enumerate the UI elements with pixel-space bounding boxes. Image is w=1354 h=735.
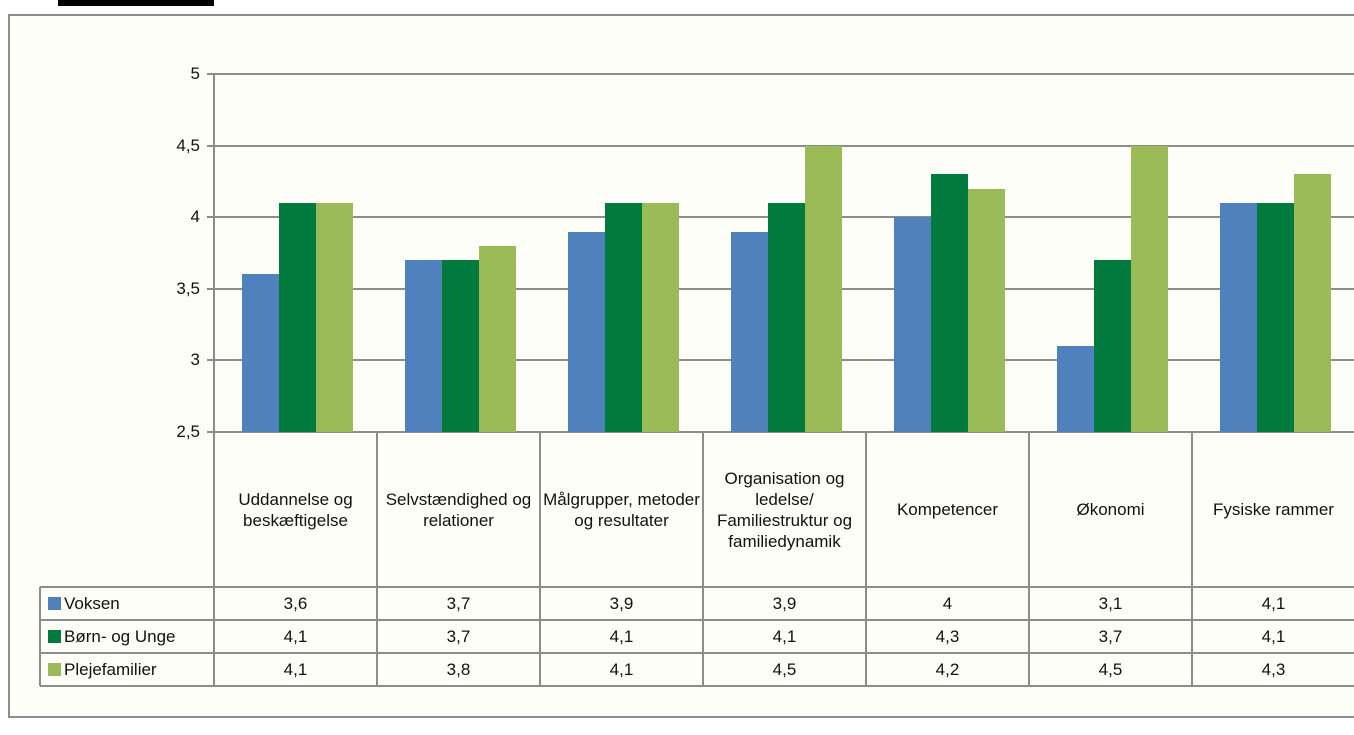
legend-key <box>48 663 61 676</box>
bar <box>1094 260 1131 432</box>
table-value: 4,1 <box>283 627 308 646</box>
tick-mark <box>207 287 214 290</box>
category-label: Selvstændighed og relationer <box>385 489 532 530</box>
tick-mark <box>207 359 214 362</box>
y-axis <box>213 74 215 432</box>
table-line <box>1191 432 1193 686</box>
category-label: Kompetencer <box>896 500 999 519</box>
legend-key <box>48 597 61 610</box>
table-value: 3,9 <box>609 594 634 613</box>
y-tick-label: 4,5 <box>176 135 200 155</box>
table-line <box>865 432 867 686</box>
table-value: 3,7 <box>446 627 471 646</box>
bar <box>479 245 516 432</box>
bar <box>316 202 353 432</box>
grid-line <box>214 431 1354 433</box>
bar <box>1057 346 1094 432</box>
category-label: Målgrupper, metoder og resultater <box>543 489 700 530</box>
tick-mark <box>207 144 214 147</box>
legend-label: Børn- og Unge <box>64 627 176 646</box>
grid-line <box>214 144 1354 147</box>
table-line <box>376 432 378 686</box>
table-value: 3,6 <box>283 594 308 613</box>
bar <box>1220 202 1257 432</box>
table-line <box>539 432 541 686</box>
table-line <box>40 685 214 687</box>
table-value: 4,2 <box>935 660 960 679</box>
y-tick-label: 4 <box>190 207 200 227</box>
table-line <box>40 652 1354 654</box>
y-tick-label: 3,5 <box>176 278 200 298</box>
table-line <box>213 432 215 686</box>
table-value: 4,3 <box>1261 660 1286 679</box>
tick-mark <box>207 431 214 433</box>
bar <box>642 202 679 432</box>
table-value: 4,5 <box>1098 660 1123 679</box>
bar <box>605 202 642 432</box>
table-value: 3,9 <box>772 594 797 613</box>
legend-label: Voksen <box>64 594 120 613</box>
tick-mark <box>207 73 214 75</box>
bar <box>731 231 768 432</box>
table-value: 4,1 <box>609 627 634 646</box>
bar <box>768 202 805 432</box>
category-label: Uddannelse og beskæftigelse <box>238 489 353 530</box>
table-value: 4,5 <box>772 660 797 679</box>
table-value: 4 <box>942 594 953 613</box>
table-value: 3,7 <box>446 594 471 613</box>
table-value: 3,1 <box>1098 594 1123 613</box>
bar <box>1257 202 1294 432</box>
table-line <box>1028 432 1030 686</box>
y-tick-label: 2,5 <box>176 422 200 441</box>
bar <box>442 260 479 432</box>
table-line <box>39 587 41 686</box>
table-line <box>214 685 1354 687</box>
table-value: 4,1 <box>609 660 634 679</box>
y-tick-label: 5 <box>190 64 200 83</box>
bar <box>894 217 931 432</box>
table-line <box>40 619 1354 621</box>
bar <box>931 174 968 432</box>
table-value: 4,1 <box>772 627 797 646</box>
table-value: 3,7 <box>1098 627 1123 646</box>
table-value: 4,3 <box>935 627 960 646</box>
bar <box>568 231 605 432</box>
header-bar <box>58 0 214 6</box>
bar <box>1131 145 1168 432</box>
y-tick-label: 3 <box>190 350 200 370</box>
bar <box>1294 174 1331 432</box>
table-value: 4,1 <box>283 660 308 679</box>
table-value: 4,1 <box>1261 627 1286 646</box>
legend-label: Plejefamilier <box>64 660 157 679</box>
table-value: 4,1 <box>1261 594 1286 613</box>
table-value: 3,8 <box>446 660 471 679</box>
bar <box>805 145 842 432</box>
bar <box>968 188 1005 432</box>
category-label: Organisation og ledelse/ Familiestruktur… <box>716 468 853 551</box>
grid-line <box>214 73 1354 75</box>
legend-key <box>48 630 61 643</box>
bar <box>242 274 279 432</box>
table-line <box>702 432 704 686</box>
category-label: Økonomi <box>1076 500 1145 519</box>
category-label: Fysiske rammer <box>1213 500 1334 519</box>
tick-mark <box>207 216 214 219</box>
bar <box>405 260 442 432</box>
bar <box>279 202 316 432</box>
table-line <box>40 586 1354 588</box>
